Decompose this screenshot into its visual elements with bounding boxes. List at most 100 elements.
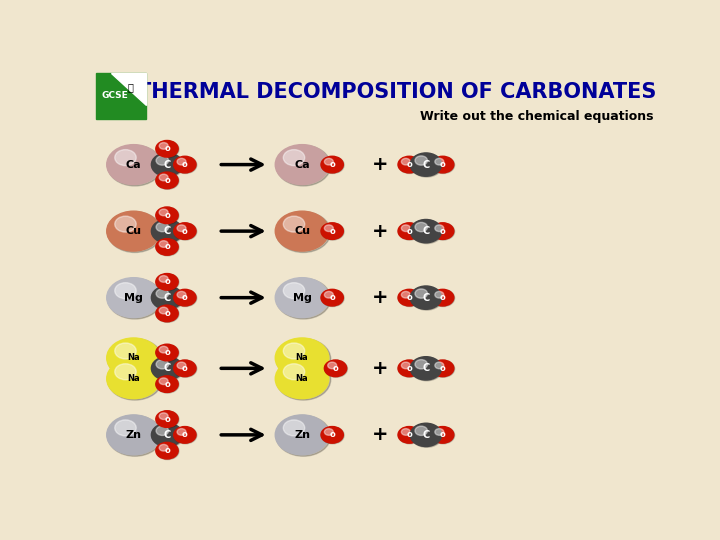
Text: o: o	[333, 364, 338, 373]
Circle shape	[114, 364, 136, 380]
Circle shape	[107, 145, 162, 186]
Circle shape	[114, 282, 136, 299]
Circle shape	[401, 429, 410, 435]
Text: o: o	[164, 415, 170, 423]
Circle shape	[415, 360, 428, 369]
Circle shape	[156, 376, 178, 393]
Circle shape	[431, 156, 454, 173]
Text: Na: Na	[296, 374, 308, 383]
Circle shape	[156, 426, 168, 435]
Circle shape	[156, 207, 178, 224]
Text: o: o	[164, 211, 170, 220]
Circle shape	[156, 141, 179, 158]
Circle shape	[156, 289, 168, 298]
Circle shape	[159, 413, 168, 420]
Circle shape	[431, 289, 454, 306]
Circle shape	[276, 145, 330, 186]
Circle shape	[321, 223, 344, 240]
Circle shape	[107, 415, 161, 455]
Polygon shape	[96, 73, 145, 119]
Circle shape	[410, 423, 441, 447]
Circle shape	[156, 172, 179, 190]
Text: o: o	[440, 293, 446, 302]
Text: o: o	[164, 348, 170, 357]
Text: Ca: Ca	[126, 160, 141, 170]
Circle shape	[156, 376, 179, 393]
Circle shape	[156, 306, 179, 322]
Circle shape	[107, 278, 162, 319]
Circle shape	[152, 286, 184, 310]
Text: o: o	[164, 278, 170, 286]
Text: C: C	[423, 430, 430, 440]
Circle shape	[107, 359, 162, 400]
Circle shape	[401, 158, 410, 165]
Text: Mg: Mg	[124, 293, 143, 302]
Text: +: +	[372, 155, 388, 174]
Text: Zn: Zn	[125, 430, 142, 440]
Circle shape	[283, 420, 305, 436]
Text: o: o	[329, 160, 335, 169]
Circle shape	[276, 359, 330, 400]
Circle shape	[432, 427, 454, 444]
Text: +: +	[372, 426, 388, 444]
Circle shape	[177, 225, 186, 232]
Circle shape	[177, 158, 186, 165]
Text: o: o	[164, 144, 170, 153]
Circle shape	[321, 157, 344, 173]
Text: o: o	[406, 364, 412, 373]
Circle shape	[159, 378, 168, 384]
Circle shape	[107, 415, 162, 456]
Text: Na: Na	[296, 354, 308, 362]
Circle shape	[151, 219, 183, 243]
Circle shape	[107, 212, 162, 253]
Circle shape	[325, 360, 348, 377]
Text: Ca: Ca	[294, 160, 310, 170]
Circle shape	[398, 427, 420, 443]
Text: o: o	[182, 227, 188, 235]
Circle shape	[321, 427, 344, 444]
Text: C: C	[423, 226, 430, 236]
Circle shape	[283, 150, 305, 166]
Circle shape	[398, 223, 421, 240]
Circle shape	[107, 339, 162, 379]
Text: C: C	[163, 160, 171, 170]
Text: o: o	[440, 364, 446, 373]
Circle shape	[156, 207, 179, 224]
Circle shape	[411, 153, 443, 177]
Circle shape	[156, 345, 179, 361]
Text: Mg: Mg	[292, 293, 312, 302]
Circle shape	[174, 289, 196, 306]
Circle shape	[398, 223, 420, 239]
Circle shape	[159, 209, 168, 216]
Circle shape	[159, 444, 168, 451]
Circle shape	[152, 153, 184, 177]
Circle shape	[411, 357, 443, 381]
Circle shape	[435, 362, 444, 369]
Circle shape	[151, 357, 183, 380]
Circle shape	[152, 357, 184, 381]
Circle shape	[107, 278, 161, 318]
Circle shape	[156, 222, 168, 232]
Circle shape	[159, 346, 168, 353]
Circle shape	[435, 292, 444, 298]
Circle shape	[321, 427, 343, 443]
Circle shape	[411, 423, 443, 447]
Circle shape	[432, 223, 454, 240]
Circle shape	[432, 360, 454, 377]
Circle shape	[174, 223, 196, 239]
Circle shape	[431, 427, 454, 443]
Circle shape	[276, 339, 330, 379]
Circle shape	[276, 415, 330, 456]
Circle shape	[156, 344, 178, 361]
Circle shape	[159, 143, 168, 149]
Circle shape	[275, 359, 329, 399]
Circle shape	[174, 223, 197, 240]
Text: o: o	[329, 293, 335, 302]
Text: GCSE: GCSE	[102, 91, 128, 99]
Circle shape	[401, 292, 410, 298]
Circle shape	[151, 286, 183, 309]
Circle shape	[151, 423, 183, 447]
Circle shape	[283, 216, 305, 232]
Circle shape	[415, 222, 428, 232]
Text: Zn: Zn	[294, 430, 310, 440]
